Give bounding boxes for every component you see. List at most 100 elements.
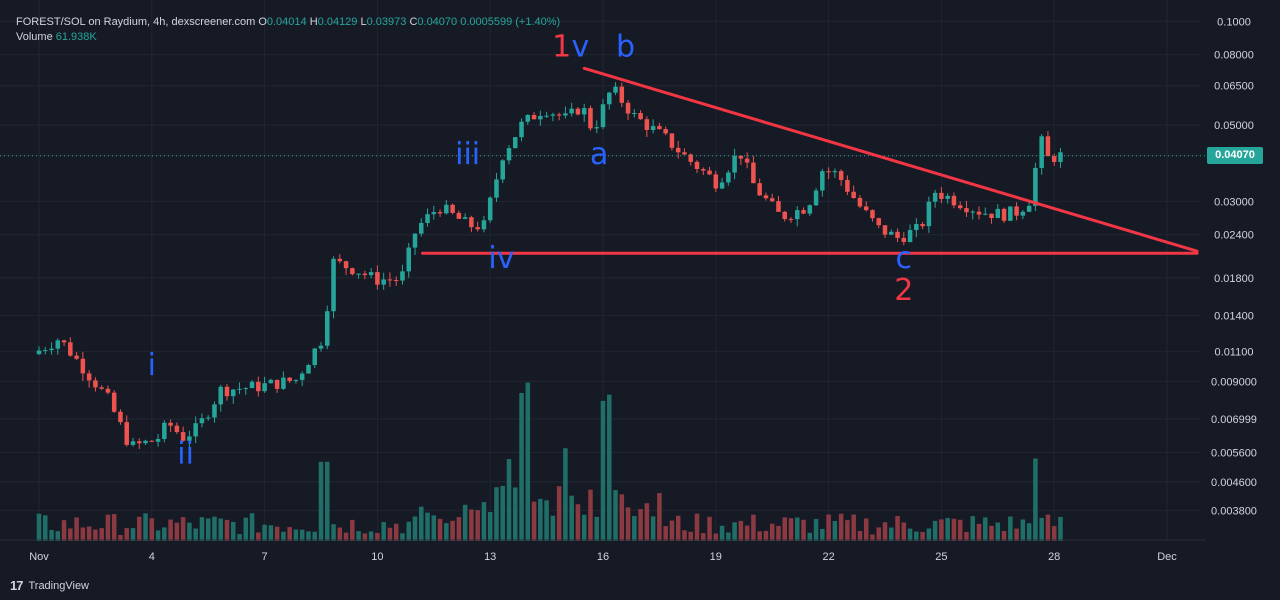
wave-label: ii: [177, 436, 194, 471]
wave-label: i: [148, 348, 156, 383]
volume-header: Volume 61.938K: [16, 31, 97, 43]
candle-body: [387, 279, 393, 281]
volume-bar: [437, 518, 443, 541]
volume-bar: [713, 533, 719, 541]
candle-body: [431, 212, 437, 215]
volume-bar: [425, 512, 430, 541]
candle-body: [268, 379, 274, 384]
volume-bar: [820, 528, 825, 541]
wave-label: 1: [552, 30, 571, 65]
volume-bar: [995, 522, 1001, 541]
candle-body: [299, 373, 305, 380]
candle-body: [224, 386, 230, 397]
volume-bar: [1014, 528, 1019, 541]
volume-bar: [575, 504, 581, 541]
candle-body: [1008, 206, 1013, 221]
candle-body: [325, 311, 330, 346]
candle-body: [763, 195, 769, 199]
price-axis[interactable]: 0.1000 0.08000 0.06500 0.05000 0.03000 0.0240…: [1206, 0, 1280, 570]
volume-bar: [268, 525, 274, 541]
candle-body: [456, 212, 462, 219]
low-label: L: [360, 16, 367, 28]
volume-bar: [431, 515, 437, 541]
volume-bar: [187, 522, 192, 541]
volume-bar: [368, 531, 374, 541]
time-tick-label: 13: [484, 551, 496, 563]
candle-body: [331, 258, 336, 312]
candle-body: [1020, 211, 1026, 216]
candle-body: [174, 425, 180, 433]
wave-label: iv: [488, 241, 514, 276]
candle-body: [669, 133, 675, 148]
candle-body: [688, 154, 693, 162]
candle-body: [412, 233, 418, 248]
candle-body: [795, 210, 800, 220]
volume-bar: [487, 511, 493, 541]
candle-body: [506, 148, 512, 161]
candle-body: [607, 92, 612, 105]
candle-body: [362, 273, 368, 276]
candle-body: [807, 205, 813, 214]
volume-bar: [224, 519, 230, 541]
volume-bar: [675, 515, 681, 541]
volume-bar: [550, 515, 556, 541]
wave-label: 2: [894, 273, 913, 308]
candle-body: [124, 422, 129, 445]
candle-body: [976, 211, 982, 215]
price-tick-label: 0.01800: [1214, 273, 1254, 285]
candle-body: [995, 208, 1001, 219]
candle-body: [381, 279, 386, 285]
volume-bar: [343, 532, 349, 541]
candle-body: [594, 127, 599, 129]
volume-bar: [738, 520, 744, 541]
volume-bar: [732, 522, 737, 541]
candle-body: [857, 197, 863, 207]
volume-bar: [475, 510, 480, 541]
volume-bar: [845, 520, 850, 541]
candle-body: [1058, 152, 1063, 162]
candle-body: [876, 218, 881, 226]
candle-body: [820, 171, 825, 191]
volume-bar: [851, 514, 856, 541]
candle-body: [970, 211, 975, 213]
tradingview-logo-icon: 17: [10, 578, 24, 593]
candle-body: [751, 162, 756, 184]
volume-bar: [494, 487, 499, 541]
candle-body: [444, 204, 449, 214]
candle-body: [845, 179, 850, 192]
tradingview-brand[interactable]: 17 TradingView: [10, 578, 89, 593]
volume-bar: [243, 517, 249, 541]
price-tick-label: 0.08000: [1214, 50, 1254, 62]
volume-bar: [450, 520, 455, 541]
candle-body: [368, 272, 374, 276]
time-tick-label: Nov: [29, 551, 49, 563]
candle-body: [494, 179, 499, 198]
candle-body: [199, 418, 205, 424]
volume-bar: [237, 534, 242, 541]
candle-body: [49, 348, 54, 351]
trendline[interactable]: [582, 66, 1199, 253]
time-axis[interactable]: Nov 4 7 10 13 16 19 22 25 28 Dec: [0, 539, 1206, 563]
time-tick-label: 4: [149, 551, 155, 563]
candle-body: [155, 438, 161, 442]
candle-body: [907, 230, 913, 242]
candle-body: [274, 379, 280, 389]
volume-bar: [231, 521, 236, 541]
volume-bar: [362, 533, 368, 541]
volume-bar: [74, 517, 79, 541]
volume-bar: [93, 529, 98, 541]
price-tick-label: 0.005600: [1211, 447, 1257, 459]
candle-body: [625, 102, 631, 114]
volume-bar: [964, 532, 969, 541]
candle-body: [788, 219, 794, 221]
volume-bar: [36, 513, 42, 541]
volume-bar: [350, 519, 355, 541]
volume-bar: [744, 525, 750, 541]
time-tick-label: 22: [822, 551, 834, 563]
volume-bar: [826, 514, 831, 541]
candle-body: [350, 268, 355, 275]
candle-body: [1051, 156, 1057, 162]
volume-bar: [325, 461, 330, 541]
candle-body: [713, 174, 719, 189]
